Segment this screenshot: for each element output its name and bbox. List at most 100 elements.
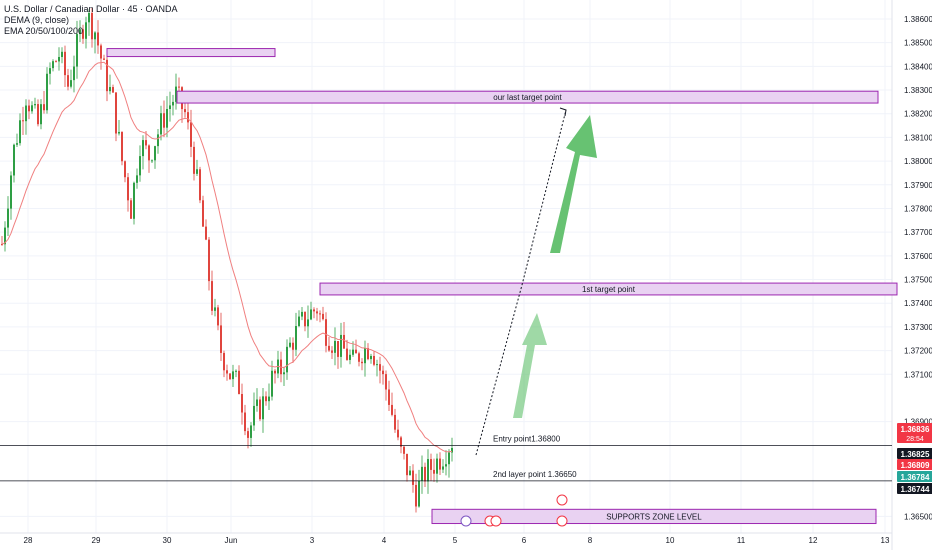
y-tick-label: 1.38400: [904, 62, 932, 71]
candle-body: [412, 470, 414, 485]
y-tick-label: 1.38100: [904, 133, 932, 142]
y-tick-label: 1.37400: [904, 299, 932, 308]
candle-body: [79, 29, 81, 35]
candle-body: [403, 446, 405, 454]
candle-body: [118, 131, 120, 134]
candle-body: [94, 32, 96, 40]
candle-body: [151, 160, 153, 162]
indicator-dema[interactable]: DEMA (9, close): [4, 15, 70, 25]
candle-body: [37, 104, 39, 125]
candle-body: [76, 34, 78, 67]
candle-body: [229, 373, 231, 380]
indicator-ema[interactable]: EMA 20/50/100/200: [4, 26, 84, 36]
candle-body: [364, 348, 366, 364]
candle-body: [193, 146, 195, 174]
candle-body: [178, 86, 180, 88]
candle-body: [337, 341, 339, 357]
candle-body: [106, 59, 108, 92]
candle-body: [112, 87, 114, 93]
x-tick-label: 11: [737, 536, 746, 545]
candle-body: [289, 342, 291, 347]
candle-body: [58, 56, 60, 62]
zone-box[interactable]: [106, 48, 276, 58]
event-icon[interactable]: [490, 515, 502, 527]
price-label-box: [897, 448, 932, 459]
candle-body: [301, 311, 303, 317]
symbol-title[interactable]: U.S. Dollar / Canadian Dollar · 45 · OAN…: [4, 4, 178, 14]
candle-body: [388, 389, 390, 405]
zone-box[interactable]: [176, 90, 879, 104]
candle-body: [169, 105, 171, 110]
price-label-box: [897, 471, 932, 482]
candle-body: [343, 334, 345, 349]
candle-body: [1, 243, 3, 245]
candle-body: [439, 458, 441, 470]
y-tick-label: 1.37500: [904, 276, 932, 285]
x-tick-label: 5: [453, 536, 458, 545]
candle-body: [160, 113, 162, 135]
candle-body: [52, 61, 54, 69]
candle-body: [61, 51, 63, 57]
zone-label: 1st target point: [582, 285, 636, 294]
x-tick-label: 10: [666, 536, 675, 545]
x-tick-label: 28: [24, 536, 33, 545]
candle-body: [409, 470, 411, 476]
price-label-box: [897, 483, 932, 494]
y-tick-label: 1.37600: [904, 252, 932, 261]
candle-body: [235, 370, 237, 372]
candle-body: [355, 349, 357, 354]
candle-body: [262, 396, 264, 420]
candle-body: [10, 175, 12, 209]
candle-body: [391, 404, 393, 415]
candle-body: [346, 348, 348, 360]
event-icon[interactable]: [460, 515, 472, 527]
candle-body: [43, 104, 45, 111]
candle-body: [85, 22, 87, 39]
y-tick-label: 1.37300: [904, 323, 932, 332]
zone-box[interactable]: [319, 282, 898, 296]
candle-body: [211, 281, 213, 311]
candle-body: [250, 425, 252, 438]
candle-body: [172, 101, 174, 106]
candle-body: [265, 396, 267, 402]
price-label-value: 1.36825: [901, 450, 930, 459]
candle-body: [133, 182, 135, 219]
candle-body: [70, 80, 72, 87]
candle-body: [406, 453, 408, 476]
candle-body: [16, 143, 18, 145]
candle-body: [271, 370, 273, 397]
candle-body: [28, 105, 30, 112]
candle-body: [367, 348, 369, 360]
zone-box[interactable]: [431, 508, 877, 525]
candle-body: [184, 109, 186, 113]
candle-body: [238, 370, 240, 394]
candle-body: [427, 459, 429, 482]
candle-body: [253, 405, 255, 426]
candle-body: [424, 466, 426, 482]
target-arrow-2: [550, 115, 597, 253]
candle-body: [139, 156, 141, 176]
candle-body: [127, 177, 129, 201]
candle-body: [298, 316, 300, 327]
price-label-box: [897, 423, 932, 443]
candle-body: [268, 396, 270, 402]
candle-body: [304, 311, 306, 327]
candle-body: [418, 480, 420, 507]
candle-body: [46, 73, 48, 111]
price-label-value: 1.36809: [901, 461, 930, 470]
candle-body: [292, 342, 294, 350]
candle-body: [19, 120, 21, 144]
candle-body: [244, 412, 246, 432]
event-icon[interactable]: [556, 515, 568, 527]
candle-body: [31, 105, 33, 112]
x-tick-label: 8: [588, 536, 593, 545]
candle-body: [340, 334, 342, 357]
candle-body: [163, 113, 165, 128]
y-tick-label: 1.37100: [904, 370, 932, 379]
candle-body: [331, 350, 333, 353]
candle-body: [358, 353, 360, 362]
event-icon[interactable]: [556, 494, 568, 506]
candle-body: [448, 452, 450, 465]
